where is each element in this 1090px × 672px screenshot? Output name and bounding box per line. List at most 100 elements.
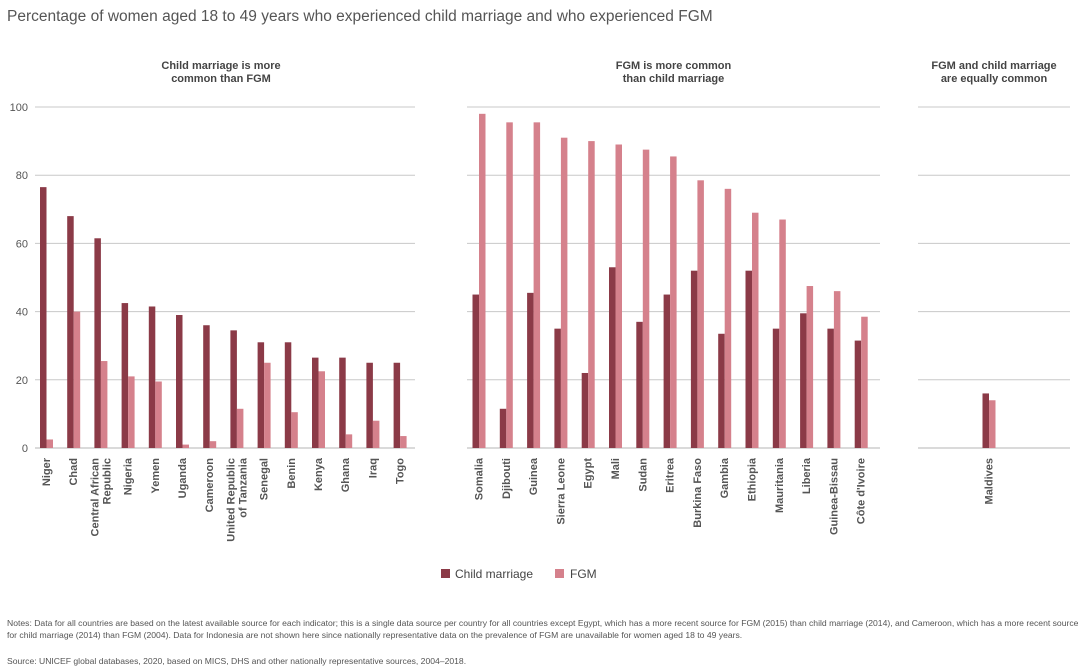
x-tick-label: Uganda [177, 457, 189, 498]
x-tick-label: Côte d'Ivoire [856, 458, 868, 524]
bar-fgm [506, 122, 513, 448]
x-tick-label: Nigeria [123, 457, 135, 495]
x-tick-label: of Tanzania [237, 457, 249, 518]
bar-child-marriage [176, 315, 183, 448]
x-tick-label: Sierra Leone [555, 458, 567, 525]
bar-child-marriage [67, 216, 74, 448]
panel-heading: common than FGM [171, 73, 271, 85]
x-tick-label: Central African [89, 458, 101, 537]
bar-fgm [642, 149, 650, 448]
bar-fgm [588, 141, 595, 448]
x-tick-label: Burkina Faso [692, 458, 704, 528]
bar-fgm [697, 180, 704, 448]
gridlines [35, 106, 1070, 449]
panel-heading: Child marriage is more [161, 60, 280, 72]
y-tick-label: 100 [10, 102, 28, 114]
bar-child-marriage [499, 408, 507, 448]
bar-fgm [400, 436, 407, 448]
bar-fgm [264, 362, 271, 448]
bar-child-marriage [800, 313, 807, 448]
bar-fgm [479, 113, 486, 448]
bar-fgm [318, 371, 325, 448]
x-tick-label: Djibouti [501, 458, 513, 499]
y-tick-label: 60 [16, 238, 28, 250]
bar-child-marriage [257, 342, 265, 448]
bar-fgm [155, 381, 162, 448]
x-tick-label: Senegal [259, 458, 271, 500]
x-tick-label: Togo [395, 458, 407, 484]
bar-child-marriage [40, 187, 47, 448]
panel-heading: FGM is more common [616, 60, 732, 72]
x-tick-label: Ethiopia [747, 457, 759, 501]
panel-heading: are equally common [941, 73, 1048, 85]
bars [40, 113, 996, 448]
x-tick-label: Yemen [150, 458, 162, 494]
x-tick-label: Mali [610, 458, 622, 479]
bar-fgm [861, 316, 868, 448]
bar-child-marriage [230, 330, 237, 448]
bar-fgm [806, 286, 814, 448]
source-text: Source: UNICEF global databases, 2020, b… [7, 656, 467, 666]
x-tick-label: Egypt [583, 458, 595, 489]
bar-fgm [128, 376, 135, 448]
bar-child-marriage [121, 303, 129, 448]
x-tick-label: Iraq [367, 458, 379, 478]
bar-fgm [100, 361, 108, 448]
bar-child-marriage [827, 328, 834, 448]
bar-fgm [236, 408, 244, 448]
bar-fgm [533, 122, 541, 448]
bar-child-marriage [663, 294, 671, 448]
bar-fgm [560, 137, 568, 448]
bar-fgm [182, 444, 189, 448]
bar-fgm [989, 400, 996, 448]
y-tick-label: 80 [16, 170, 28, 182]
x-tick-label: Maldives [984, 458, 996, 504]
bar-child-marriage [366, 362, 373, 448]
x-tick-label: Gambia [719, 457, 731, 498]
bar-fgm [46, 439, 53, 448]
x-tick-label: United Republic [225, 458, 237, 542]
bar-child-marriage [284, 342, 292, 448]
legend-label-fgm: FGM [570, 567, 597, 581]
bar-child-marriage [554, 328, 561, 448]
bar-fgm [724, 188, 732, 448]
bar-child-marriage [148, 306, 156, 448]
x-tick-label: Guinea [528, 457, 540, 495]
bar-child-marriage [609, 267, 616, 448]
panel-heading: FGM and child marriage [931, 60, 1056, 72]
x-tick-label: Somalia [474, 457, 486, 500]
bar-child-marriage [636, 321, 643, 448]
x-tick-label: Cameroon [204, 458, 216, 513]
x-tick-label: Mauritania [774, 457, 786, 513]
bar-child-marriage [581, 372, 589, 448]
bar-child-marriage [203, 325, 210, 448]
bar-child-marriage [312, 357, 319, 448]
bar-fgm [73, 311, 81, 448]
y-tick-label: 0 [22, 443, 28, 455]
bar-fgm [209, 441, 217, 448]
bar-child-marriage [690, 270, 698, 448]
bar-fgm [291, 412, 298, 448]
legend: Child marriage FGM [441, 567, 597, 581]
y-tick-label: 40 [16, 307, 28, 319]
bar-fgm [670, 156, 677, 448]
x-tick-label: Kenya [313, 457, 325, 491]
chart-title: Percentage of women aged 18 to 49 years … [7, 8, 713, 25]
bar-child-marriage [982, 393, 989, 448]
x-tick-label: Republic [101, 458, 113, 504]
notes-text: Notes: Data for all countries are based … [7, 618, 1079, 640]
bar-fgm [752, 212, 759, 448]
x-tick-label: Guinea-Bissau [828, 458, 840, 535]
x-tick-label: Eritrea [665, 457, 677, 493]
bar-child-marriage [472, 294, 479, 448]
x-tick-label: Sudan [637, 458, 649, 492]
bar-child-marriage [527, 292, 534, 448]
x-tick-label: Niger [41, 457, 53, 486]
x-tick-label: Chad [68, 458, 80, 486]
x-tick-label: Ghana [340, 457, 352, 492]
bar-fgm [779, 219, 786, 448]
bar-child-marriage [772, 328, 780, 448]
bar-child-marriage [94, 238, 101, 448]
bar-child-marriage [393, 362, 401, 448]
